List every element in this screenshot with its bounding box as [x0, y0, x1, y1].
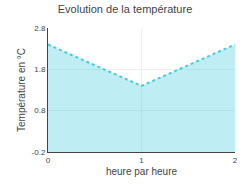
svg-text:-0.2: -0.2 — [32, 148, 46, 157]
svg-text:0.8: 0.8 — [34, 106, 46, 115]
svg-text:heure par heure: heure par heure — [106, 166, 178, 177]
svg-text:1.8: 1.8 — [34, 65, 46, 74]
svg-text:2.8: 2.8 — [34, 24, 46, 33]
svg-text:0: 0 — [46, 156, 51, 165]
svg-text:2: 2 — [233, 156, 238, 165]
svg-text:Evolution de la température: Evolution de la température — [58, 3, 193, 15]
svg-text:Température en °C: Température en °C — [16, 48, 27, 132]
svg-text:1: 1 — [139, 156, 144, 165]
